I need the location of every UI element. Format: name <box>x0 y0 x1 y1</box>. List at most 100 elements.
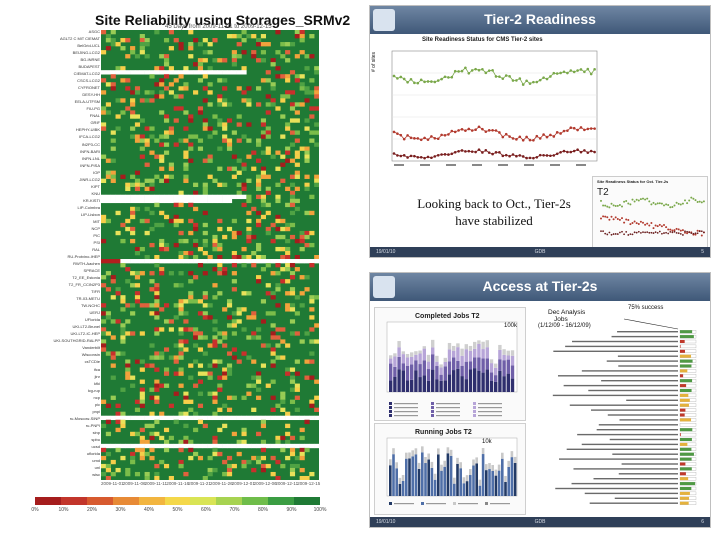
heatmap-cell <box>212 339 218 344</box>
heatmap-cell <box>265 443 271 449</box>
heatmap-cell <box>168 415 174 421</box>
heatmap-cell <box>236 319 242 324</box>
heatmap-cell <box>134 431 141 437</box>
heatmap-cell <box>280 162 286 167</box>
heatmap-cell <box>207 194 213 200</box>
inset-warning-point <box>608 231 611 234</box>
heatmap-cell <box>207 134 213 139</box>
running-bar-cap <box>437 448 440 455</box>
legend-swatch <box>431 406 434 409</box>
heatmap-cell <box>154 299 160 304</box>
heatmap-cell <box>144 98 150 103</box>
running-bar <box>389 465 392 496</box>
heatmap-cell <box>105 431 111 437</box>
heatmap-cell <box>265 174 271 179</box>
ready-sites-point <box>491 69 494 72</box>
heatmap-cell <box>105 463 111 469</box>
not-ready-sites-point <box>487 129 491 132</box>
completed-bar-segment <box>435 355 439 362</box>
heatmap-cell <box>275 343 281 348</box>
heatmap-cell <box>222 194 228 200</box>
heatmap-cell <box>188 363 194 368</box>
heatmap-cell <box>289 158 296 163</box>
heatmap-cell <box>251 311 257 316</box>
inset-warning-point <box>640 231 642 234</box>
heatmap-cell <box>265 126 271 131</box>
x-tick-mark <box>420 164 430 166</box>
heatmap-cell <box>149 287 155 292</box>
heatmap-cell <box>120 110 126 115</box>
heatmap-cell <box>139 50 145 55</box>
heatmap-cell <box>139 154 145 159</box>
plot-frame <box>391 50 598 162</box>
heatmap-cell <box>275 218 281 224</box>
site-label: T2_EE_Estonia <box>72 275 100 281</box>
heatmap-cell <box>236 182 242 187</box>
heatmap-cell <box>260 343 267 348</box>
inset-ready-point <box>633 200 636 203</box>
heatmap-cell <box>270 291 276 296</box>
heatmap-cell <box>154 70 160 75</box>
heatmap-cell <box>285 202 291 208</box>
heatmap-cell <box>173 198 179 204</box>
inset-ready-point <box>637 199 640 202</box>
ready-sites-point <box>552 71 556 75</box>
heatmap-cell <box>222 415 228 421</box>
heatmap-cell <box>154 311 160 316</box>
running-jobs-annotation: 10k <box>482 439 492 445</box>
heatmap-cell <box>212 178 218 183</box>
heatmap-cell <box>280 114 286 119</box>
heatmap-cell <box>280 74 286 79</box>
heatmap-cell <box>217 194 223 200</box>
site-label: UKI-LT2-IC-HEP <box>70 331 100 337</box>
legend-tick-label: 0% <box>31 507 39 513</box>
completed-bar-segment <box>502 376 506 392</box>
heatmap-cell <box>241 246 247 252</box>
heatmap-cell <box>154 327 160 332</box>
heatmap-cell <box>134 246 141 252</box>
running-bar-cap <box>411 450 414 457</box>
completed-bar-segment <box>489 363 494 373</box>
running-bar-cap <box>424 457 427 464</box>
heatmap-cell <box>125 331 131 336</box>
heatmap-cell <box>294 311 300 316</box>
ready-sites-point <box>542 76 545 79</box>
heatmap-cell <box>289 319 296 324</box>
heatmap-cell <box>178 74 184 79</box>
legend-swatch <box>268 497 295 505</box>
heatmap-cell <box>110 82 116 87</box>
heatmap-cell <box>101 238 107 244</box>
warning-sites-point <box>436 153 440 157</box>
inset-warning-point <box>648 231 651 234</box>
heatmap-cell <box>134 90 141 95</box>
heatmap-cell <box>280 463 286 469</box>
running-bar-cap <box>414 448 418 455</box>
warning-sites-point <box>396 154 399 157</box>
heatmap-cell <box>294 331 300 336</box>
heatmap-cell <box>231 166 237 171</box>
success-cell <box>679 423 697 427</box>
site-name-text <box>614 497 678 499</box>
heatmap-cell <box>125 279 131 284</box>
running-bar <box>507 466 510 496</box>
running-bar-cap <box>449 449 453 456</box>
completed-bar-segment <box>414 360 418 371</box>
heatmap-cell <box>139 331 145 336</box>
heatmap-cell <box>173 391 179 396</box>
heatmap-cell <box>101 275 107 280</box>
heatmap-cell <box>251 234 257 240</box>
heatmap-cell <box>134 415 141 421</box>
date-tick-label: 2009-12-01 <box>231 481 255 486</box>
not-ready-sites-point <box>460 128 464 131</box>
legend-tick-label: 100% <box>313 507 327 513</box>
heatmap-cell <box>285 303 291 308</box>
ready-sites-point <box>583 70 586 74</box>
heatmap-cell <box>207 82 213 87</box>
heatmap-cell <box>251 335 257 340</box>
heatmap-cell <box>222 343 228 348</box>
site-label: wisc <box>92 471 100 477</box>
heatmap-cell <box>144 451 150 457</box>
heatmap-cell <box>154 399 160 404</box>
heatmap-cell <box>241 443 247 449</box>
heatmap-cell <box>275 30 281 35</box>
